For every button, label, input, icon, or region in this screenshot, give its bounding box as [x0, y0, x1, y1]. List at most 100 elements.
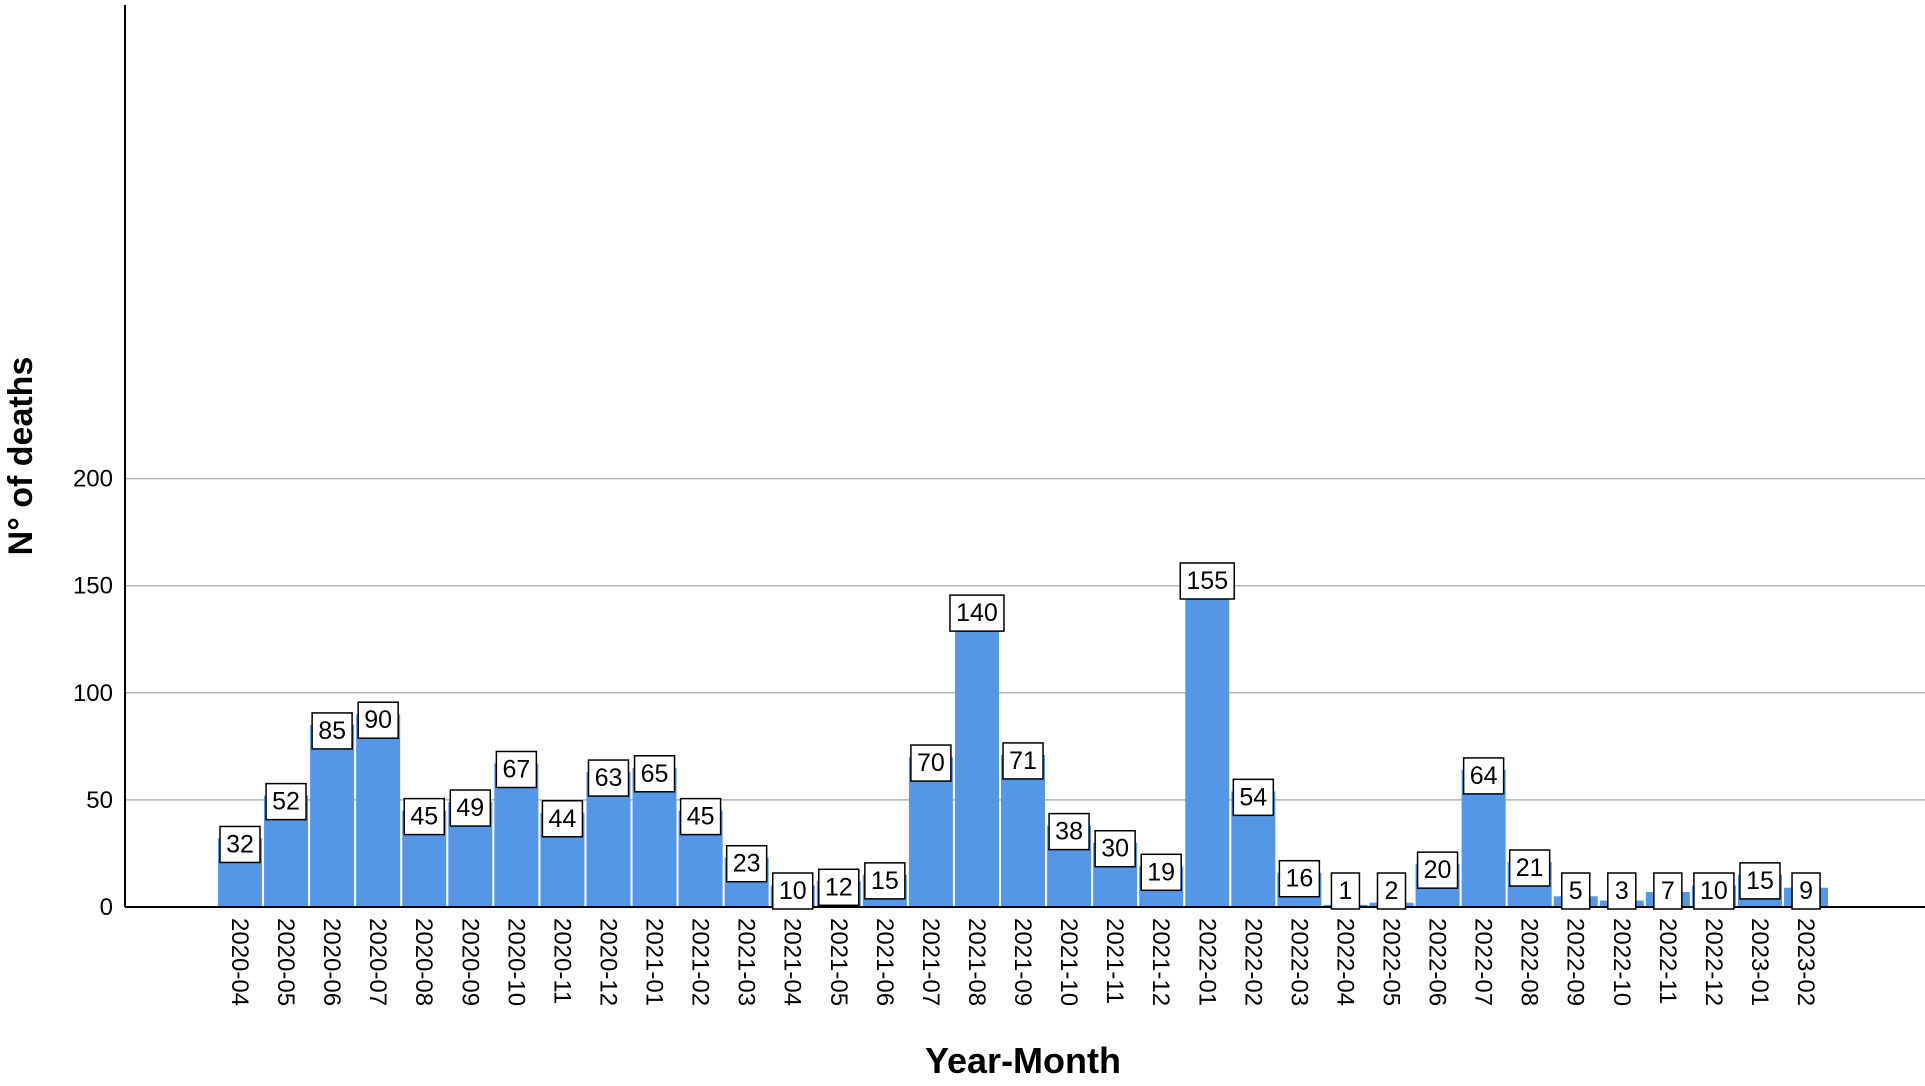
data-label-2020-05: 52 — [265, 782, 307, 821]
x-tick-label-2021-03: 2021-03 — [733, 918, 760, 1006]
x-tick-label-2020-12: 2020-12 — [594, 918, 621, 1006]
x-tick-label-2022-06: 2022-06 — [1424, 918, 1451, 1006]
x-tick-label-2021-12: 2021-12 — [1147, 918, 1174, 1006]
data-label-text: 10 — [1700, 877, 1728, 905]
x-tick-label-2021-01: 2021-01 — [641, 918, 668, 1006]
x-tick-label-2022-09: 2022-09 — [1562, 918, 1589, 1006]
data-label-2020-12: 63 — [587, 759, 630, 797]
data-label-box — [449, 789, 492, 827]
x-tick-label-2022-07: 2022-07 — [1470, 918, 1497, 1006]
data-label-2021-10: 38 — [1048, 812, 1090, 851]
data-label-box — [1508, 849, 1551, 887]
x-tick-label-2022-05: 2022-05 — [1378, 918, 1405, 1006]
data-label-text: 9 — [1799, 877, 1813, 905]
data-label-2021-07: 70 — [910, 744, 952, 782]
bar-2020-07 — [356, 714, 401, 907]
x-tick-label-2020-11: 2020-11 — [548, 918, 575, 1004]
data-label-2021-03: 23 — [725, 844, 768, 883]
data-label-2021-11: 30 — [1094, 829, 1136, 868]
x-tick-label-2020-08: 2020-08 — [410, 918, 437, 1006]
x-tick-label-2021-02: 2021-02 — [687, 918, 714, 1006]
data-label-box — [311, 712, 353, 750]
data-label-box — [910, 744, 952, 782]
data-label-2022-05: 2 — [1376, 872, 1407, 910]
x-tick-label-2022-12: 2022-12 — [1700, 918, 1727, 1006]
data-label-2022-03: 16 — [1278, 859, 1321, 898]
data-label-box — [495, 750, 538, 789]
data-label-text: 54 — [1239, 783, 1267, 811]
data-label-2020-09: 49 — [449, 789, 492, 827]
data-label-2023-02: 9 — [1791, 872, 1821, 910]
data-label-box — [818, 868, 860, 907]
data-label-text: 155 — [1186, 567, 1228, 595]
x-tick-label-2023-02: 2023-02 — [1792, 918, 1819, 1006]
data-label-text: 140 — [956, 599, 998, 627]
data-label-box — [1560, 872, 1591, 910]
data-label-2020-08: 45 — [403, 797, 445, 836]
data-label-box — [1140, 853, 1182, 892]
x-tick-label-2022-11: 2022-11 — [1654, 918, 1681, 1004]
data-label-box — [403, 797, 445, 836]
x-tick-label-2022-08: 2022-08 — [1516, 918, 1543, 1006]
data-label-2021-02: 45 — [679, 797, 722, 836]
data-label-2021-05: 12 — [818, 868, 860, 907]
data-label-text: 63 — [595, 764, 623, 792]
data-label-text: 65 — [641, 760, 669, 788]
data-label-text: 16 — [1285, 865, 1313, 893]
data-label-box — [219, 825, 261, 864]
y-tick-label-100: 100 — [73, 680, 113, 707]
x-tick-label-2021-07: 2021-07 — [917, 918, 944, 1006]
data-label-text: 1 — [1338, 877, 1352, 905]
data-label-text: 20 — [1424, 856, 1452, 884]
y-tick-labels: 0 50 100 150 200 — [73, 466, 113, 921]
data-label-box — [1607, 872, 1637, 910]
data-label-text: 5 — [1569, 877, 1583, 905]
bars — [218, 574, 1829, 907]
data-label-2022-09: 5 — [1560, 872, 1591, 910]
x-tick-label-2022-03: 2022-03 — [1285, 918, 1312, 1006]
x-tick-label-2023-01: 2023-01 — [1746, 918, 1773, 1006]
data-label-text: 71 — [1009, 747, 1037, 775]
data-label-2022-10: 3 — [1607, 872, 1637, 910]
data-label-text: 32 — [226, 830, 254, 858]
data-label-text: 49 — [456, 794, 484, 822]
x-tick-label-2021-10: 2021-10 — [1055, 918, 1082, 1006]
data-label-box — [357, 701, 399, 739]
data-label-text: 90 — [364, 706, 392, 734]
data-label-2022-08: 21 — [1508, 849, 1551, 887]
data-label-text: 19 — [1147, 858, 1175, 886]
data-label-box — [633, 755, 676, 793]
x-tick-label-2020-04: 2020-04 — [226, 918, 253, 1006]
data-label-box — [1739, 862, 1781, 900]
data-label-2020-11: 44 — [541, 800, 584, 838]
data-label-box — [265, 782, 307, 821]
x-tick-label-2021-06: 2021-06 — [871, 918, 898, 1006]
data-label-text: 21 — [1516, 854, 1544, 882]
data-label-text: 30 — [1101, 835, 1129, 863]
data-label-box — [1791, 872, 1821, 910]
bar-2020-06 — [310, 724, 355, 907]
data-label-box — [1416, 851, 1459, 889]
data-label-box — [1462, 757, 1505, 795]
data-label-text: 70 — [917, 749, 945, 777]
data-label-box — [1232, 778, 1275, 817]
data-label-box — [1278, 859, 1321, 898]
x-tick-labels: 2020-04 2020-05 2020-06 2020-07 2020-08 2020-… — [226, 918, 1819, 1006]
data-label-box — [1179, 562, 1236, 600]
data-label-2021-04: 10 — [771, 872, 814, 910]
data-label-text: 3 — [1615, 877, 1629, 905]
x-tick-label-2020-06: 2020-06 — [318, 918, 345, 1006]
data-label-text: 10 — [779, 877, 807, 905]
data-label-text: 23 — [733, 850, 761, 878]
data-label-2022-12: 10 — [1693, 872, 1735, 910]
data-label-2022-01: 155 — [1179, 562, 1236, 600]
x-tick-label-2022-01: 2022-01 — [1193, 918, 1220, 1006]
x-tick-label-2020-09: 2020-09 — [456, 918, 483, 1006]
x-tick-label-2021-05: 2021-05 — [825, 918, 852, 1006]
x-tick-label-2021-11: 2021-11 — [1101, 918, 1128, 1004]
data-label-box — [587, 759, 630, 797]
data-label-box — [541, 800, 584, 838]
x-axis-title: Year-Month — [925, 1040, 1121, 1081]
y-tick-label-200: 200 — [73, 466, 113, 493]
data-label-2021-12: 19 — [1140, 853, 1182, 892]
